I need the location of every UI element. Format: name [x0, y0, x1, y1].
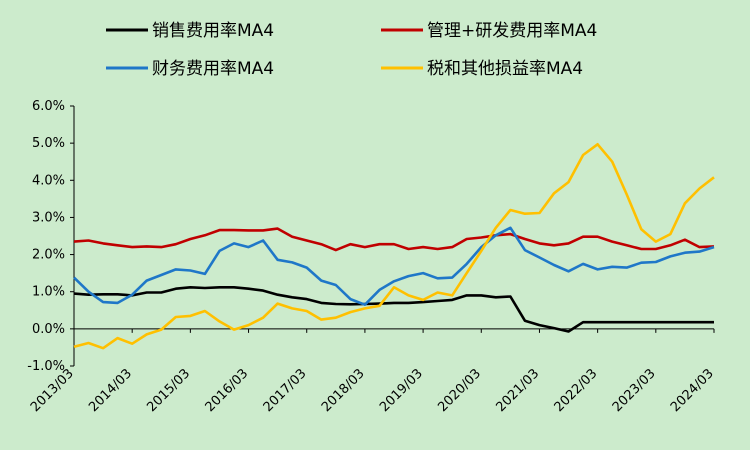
- series-line-4: [73, 143, 715, 350]
- y-tick-label: 1.0%: [32, 285, 65, 300]
- x-tick-label: 2017/03: [261, 366, 310, 415]
- x-tick-label: 2016/03: [203, 366, 252, 415]
- x-tick-label: 2024/03: [668, 366, 717, 415]
- x-tick-label: 2019/03: [377, 366, 426, 415]
- y-tick-label: 3.0%: [32, 210, 65, 225]
- plot-area: [73, 143, 715, 350]
- x-tick-label: 2023/03: [610, 366, 659, 415]
- y-tick-label: 0.0%: [32, 322, 65, 337]
- y-tick-label: 2.0%: [32, 248, 65, 263]
- y-tick-label: 6.0%: [32, 99, 65, 114]
- y-tick-label: 5.0%: [32, 136, 65, 151]
- legend-label-4: 税和其他损益率MA4: [427, 59, 583, 79]
- x-tick-label: 2021/03: [493, 366, 542, 415]
- x-tick-label: 2020/03: [435, 366, 484, 415]
- x-tick-label: 2022/03: [552, 366, 601, 415]
- x-tick-label: 2014/03: [86, 366, 135, 415]
- legend-label-1: 销售费用率MA4: [152, 21, 274, 41]
- axes: -1.0%0.0%1.0%2.0%3.0%4.0%5.0%6.0%2013/03…: [27, 99, 717, 415]
- series-line-3: [73, 226, 715, 307]
- legend-label-3: 财务费用率MA4: [152, 59, 274, 79]
- legend: 销售费用率MA4 管理+研发费用率MA4 财务费用率MA4 税和其他损益率MA4: [106, 21, 597, 79]
- x-tick-label: 2018/03: [319, 366, 368, 415]
- legend-label-2: 管理+研发费用率MA4: [427, 21, 597, 41]
- x-tick-label: 2015/03: [144, 366, 193, 415]
- series-line-1: [73, 285, 714, 333]
- series-line-2: [73, 227, 715, 252]
- y-tick-label: 4.0%: [32, 173, 65, 188]
- y-tick-label: -1.0%: [27, 359, 65, 374]
